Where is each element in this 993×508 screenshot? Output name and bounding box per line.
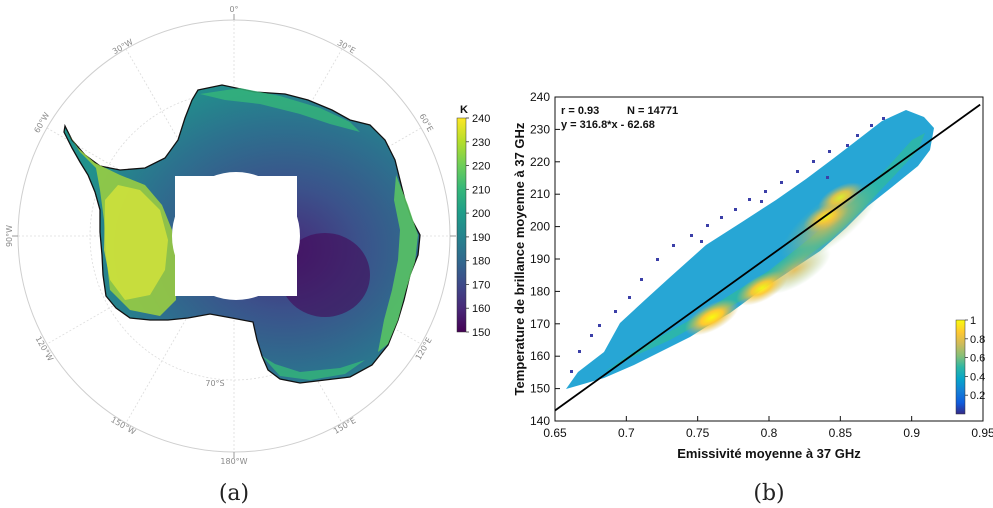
stat-fit-equation: y = 316.8*x - 62.68 [561, 119, 655, 131]
x-tick-label: 0.75 [686, 426, 710, 440]
y-tick-label: 230 [530, 122, 550, 136]
viridis-colorbar-tick-label: 180 [472, 256, 490, 268]
x-tick-label: 0.9 [903, 426, 920, 440]
y-axis-ticks: 140 150 160 170 180 190 200 210 220 230 240 [530, 90, 560, 428]
viridis-colorbar-tick-label: 240 [472, 113, 490, 125]
x-axis-ticks: 0.65 0.7 0.75 0.8 0.85 0.9 0.95 [543, 416, 993, 440]
polar-label-180w: 180°W [220, 457, 247, 466]
caption-b: (b) [753, 481, 784, 506]
y-tick-label: 190 [530, 252, 550, 266]
polar-label-60w: 60°W [32, 111, 51, 135]
warm-region-south-coast [262, 356, 365, 380]
density-peak [684, 299, 740, 336]
polar-label-70s: 70°S [205, 379, 224, 388]
warm-region-north-coast [200, 88, 360, 132]
y-tick-label: 150 [530, 382, 550, 396]
y-tick-label: 210 [530, 187, 550, 201]
y-tick-label: 140 [530, 414, 550, 428]
x-tick-label: 0.95 [971, 426, 993, 440]
colorbar-unit-label: K [460, 104, 468, 116]
viridis-colorbar-tick-label: 200 [472, 208, 490, 220]
viridis-colorbar-tick-label: 230 [472, 137, 490, 149]
x-axis-label: Emissivité moyenne à 37 GHz [677, 446, 861, 461]
x-tick-label: 0.65 [543, 426, 567, 440]
y-tick-label: 170 [530, 317, 550, 331]
meridian-ticks [12, 14, 456, 458]
cold-region [280, 233, 370, 317]
viridis-colorbar-tick-label: 190 [472, 232, 490, 244]
x-tick-label: 0.7 [618, 426, 635, 440]
caption-a: (a) [219, 481, 249, 506]
polar-map: 0° 30°W 30°E 60°W 60°E 90°W 90°E 120°W 1… [5, 5, 490, 506]
scatter-cloud-outer [566, 110, 934, 389]
y-tick-label: 240 [530, 90, 550, 104]
polar-label-150e: 150°E [332, 416, 358, 436]
density-colorbar-ticks: 1 0.8 0.6 0.4 0.2 [965, 315, 985, 402]
polar-label-30w: 30°W [111, 37, 135, 56]
viridis-colorbar-tick-label: 160 [472, 303, 490, 315]
density-colorbar-tick-label: 0.2 [970, 390, 985, 402]
scatter-cloud [566, 110, 934, 389]
pole-hole [172, 172, 300, 300]
polar-label-120e: 120°E [414, 336, 434, 362]
x-tick-label: 0.85 [829, 426, 853, 440]
stat-r: r = 0.93 [561, 105, 599, 117]
viridis-colorbar-ticks: 240 230 220 210 200 190 180 170 160 150 [466, 113, 490, 339]
polar-label-150w: 150°W [109, 415, 137, 436]
density-colorbar-tick-label: 0.4 [970, 371, 985, 383]
viridis-colorbar-tick-label: 220 [472, 161, 490, 173]
warm-region-core [104, 185, 168, 300]
polar-label-30e: 30°E [336, 38, 357, 55]
y-tick-label: 180 [530, 284, 550, 298]
polar-label-120w: 120°W [33, 335, 54, 363]
y-axis-label: Temperature de brillance moyenne à 37 GH… [512, 122, 527, 395]
sparse-points [570, 117, 885, 373]
density-peak [818, 182, 863, 213]
polar-label-60e: 60°E [417, 112, 434, 133]
density-scatter-plot: 0.65 0.7 0.75 0.8 0.85 0.9 0.95 140 150 160 170 18… [512, 90, 993, 506]
density-peak [736, 270, 788, 306]
polar-label-0: 0° [229, 5, 238, 14]
stat-n: N = 14771 [627, 105, 678, 117]
polar-label-90w: 90°W [5, 225, 14, 247]
viridis-colorbar-tick-label: 210 [472, 184, 490, 196]
density-colorbar-tick-label: 0.8 [970, 334, 985, 346]
y-tick-label: 200 [530, 220, 550, 234]
y-tick-label: 220 [530, 155, 550, 169]
viridis-colorbar-tick-label: 170 [472, 279, 490, 291]
x-tick-label: 0.8 [761, 426, 778, 440]
density-colorbar [955, 319, 966, 415]
density-colorbar-tick-label: 1 [970, 315, 976, 327]
density-colorbar-tick-label: 0.6 [970, 353, 985, 365]
warm-region-east-coast [378, 175, 418, 352]
viridis-colorbar [456, 117, 467, 333]
viridis-colorbar-tick-label: 150 [472, 327, 490, 339]
fit-line [555, 103, 981, 412]
y-tick-label: 160 [530, 349, 550, 363]
